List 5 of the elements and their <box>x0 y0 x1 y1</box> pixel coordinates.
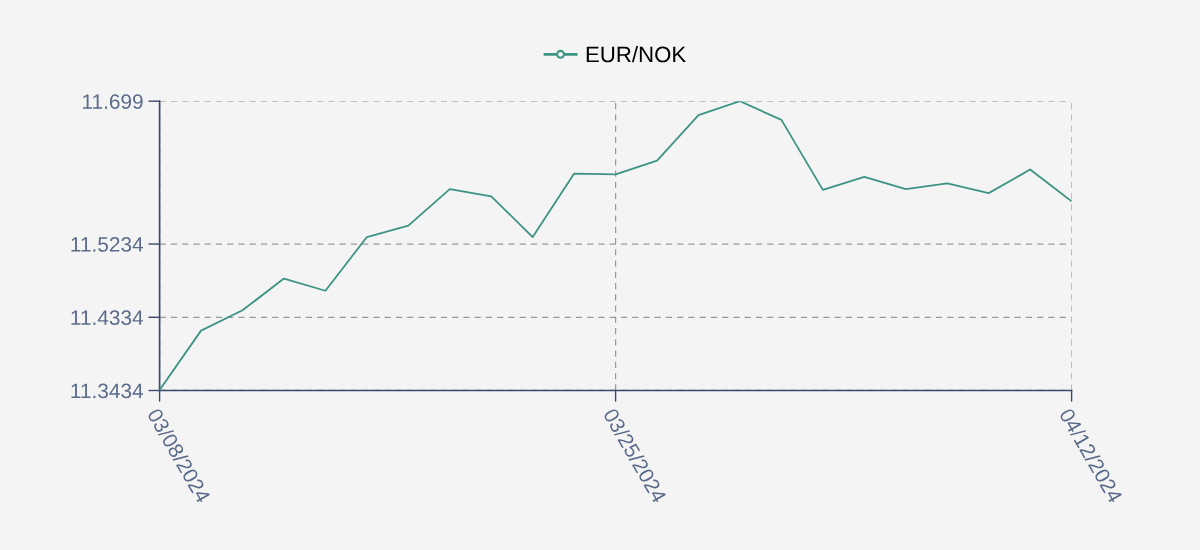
y-tick-label: 11.4334 <box>71 310 144 326</box>
legend-label: EUR/NOK <box>586 46 686 63</box>
y-tick-label: 11.5234 <box>71 237 144 252</box>
y-tick-label: 11.3434 <box>71 383 144 399</box>
y-tick-label: 11.699 <box>83 94 143 109</box>
